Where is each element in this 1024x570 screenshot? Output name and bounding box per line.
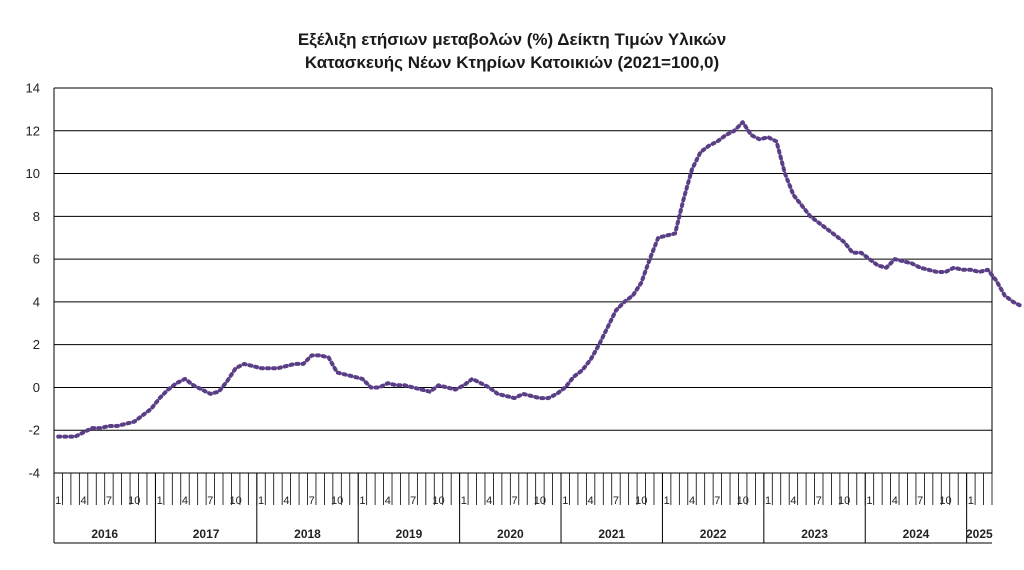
month-tick-label: 10 <box>939 495 951 507</box>
month-tick-label: 4 <box>892 495 898 507</box>
year-label: 2024 <box>903 527 930 541</box>
month-tick-label: 10 <box>635 495 647 507</box>
month-tick-label: 7 <box>207 495 213 507</box>
year-label: 2020 <box>497 527 524 541</box>
y-tick-label: -2 <box>28 423 40 438</box>
month-tick-label: 7 <box>714 495 720 507</box>
month-tick-label: 7 <box>309 495 315 507</box>
month-tick-label: 1 <box>55 495 61 507</box>
month-tick-label: 4 <box>588 495 594 507</box>
chart-title-line-2: Κατασκευής Νέων Κτηρίων Κατοικιών (2021=… <box>304 53 720 72</box>
y-tick-label: 8 <box>33 209 40 224</box>
month-tick-label: 7 <box>511 495 517 507</box>
month-tick-label: 1 <box>157 495 163 507</box>
year-label: 2023 <box>801 527 828 541</box>
month-tick-label: 1 <box>562 495 568 507</box>
month-tick-label: 10 <box>534 495 546 507</box>
month-tick-label: 4 <box>283 495 289 507</box>
y-tick-label: 4 <box>33 294 40 309</box>
month-tick-label: 4 <box>81 495 87 507</box>
year-label: 2022 <box>700 527 727 541</box>
y-tick-label: 12 <box>26 123 40 138</box>
gridlines <box>54 87 992 474</box>
month-tick-label: 4 <box>689 495 695 507</box>
month-tick-label: 10 <box>230 495 242 507</box>
month-tick-label: 1 <box>765 495 771 507</box>
x-axis: 1 4 7 10 1 4 7 10 1 4 7 10 1 4 7 10 1 4 7 10 1 4 7 10 1 4 7 10 1 4 7 10… <box>53 473 993 544</box>
chart-title: Εξέλιξη ετήσιων μεταβολών (%) Δείκτη Τιμ… <box>0 28 1024 74</box>
month-tick-label: 10 <box>838 495 850 507</box>
month-tick-label: 4 <box>486 495 492 507</box>
month-tick-label: 4 <box>790 495 796 507</box>
y-tick-label: 6 <box>33 252 40 267</box>
y-tick-label: 14 <box>26 81 40 96</box>
y-tick-label: 0 <box>33 380 40 395</box>
month-tick-label: 4 <box>385 495 391 507</box>
month-tick-label: 10 <box>737 495 749 507</box>
month-tick-label: 1 <box>461 495 467 507</box>
month-tick-label: 7 <box>816 495 822 507</box>
y-tick-label: -4 <box>28 466 40 481</box>
month-tick-label: 4 <box>182 495 188 507</box>
month-tick-label: 1 <box>664 495 670 507</box>
year-label: 2016 <box>91 527 118 541</box>
month-tick-label: 10 <box>331 495 343 507</box>
month-tick-label: 7 <box>410 495 416 507</box>
month-tick-label: 1 <box>359 495 365 507</box>
year-label: 2017 <box>193 527 220 541</box>
chart-title-line-1: Εξέλιξη ετήσιων μεταβολών (%) Δείκτη Τιμ… <box>297 30 727 49</box>
month-tick-label: 10 <box>432 495 444 507</box>
month-tick-label: 1 <box>258 495 264 507</box>
month-tick-label: 7 <box>613 495 619 507</box>
year-label: 2019 <box>396 527 423 541</box>
year-label: 2025 <box>966 527 993 541</box>
month-tick-label: 1 <box>866 495 872 507</box>
y-tick-label: 2 <box>33 337 40 352</box>
month-tick-label: 7 <box>917 495 923 507</box>
year-label: 2021 <box>598 527 625 541</box>
series-polyline <box>56 120 1024 439</box>
month-tick-label: 10 <box>128 495 140 507</box>
year-label: 2018 <box>294 527 321 541</box>
month-tick-label: 7 <box>106 495 112 507</box>
month-tick-label: 1 <box>968 495 974 507</box>
series-line <box>56 120 1024 439</box>
y-tick-label: 10 <box>26 166 40 181</box>
